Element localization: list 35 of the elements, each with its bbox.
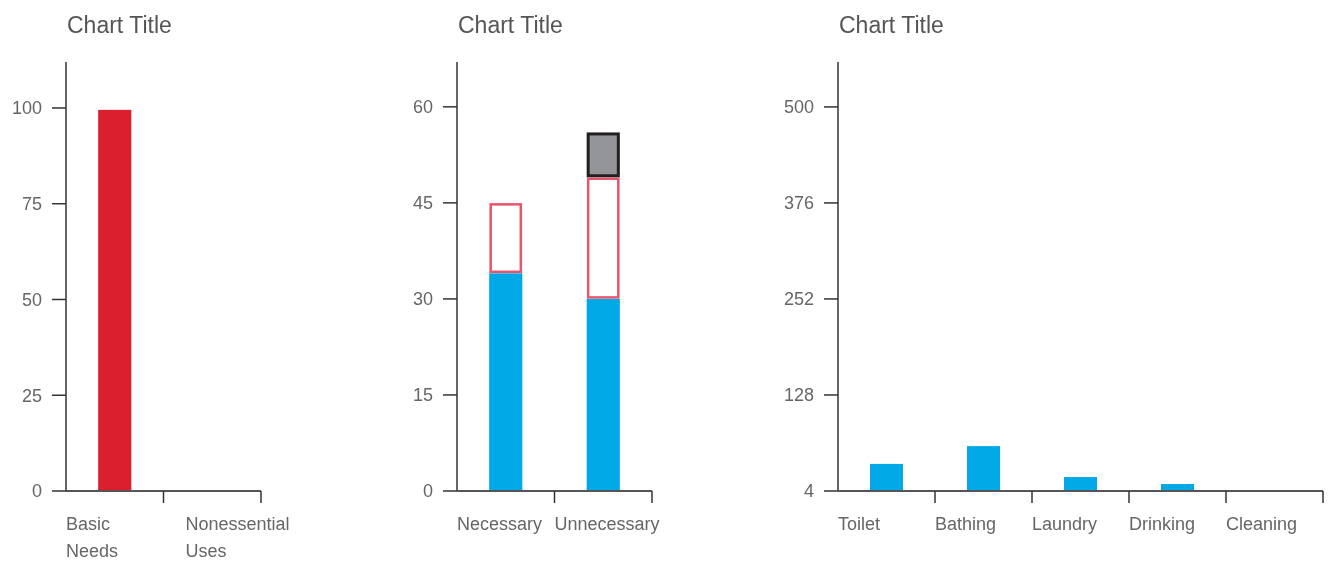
chart-title: Chart Title	[839, 12, 944, 38]
bar	[489, 203, 523, 274]
y-tick-label: 0	[422, 481, 433, 502]
y-tick-label: 45	[412, 193, 433, 214]
bar	[586, 177, 620, 299]
y-tick-label: 252	[783, 289, 814, 310]
y-tick-label: 0	[31, 481, 42, 502]
x-tick-label: Bathing	[935, 514, 997, 534]
bar	[586, 132, 620, 178]
y-tick-label: 50	[21, 289, 42, 310]
bar	[489, 273, 523, 491]
y-tick-label: 15	[412, 385, 433, 406]
x-tick-label: Cleaning	[1226, 514, 1298, 534]
y-tick-label: 75	[21, 194, 42, 215]
x-tick-label: Necessary	[457, 514, 543, 534]
bar	[1064, 477, 1097, 491]
chart-title: Chart Title	[458, 12, 563, 38]
x-tick-label: Drinking	[1129, 514, 1196, 534]
y-tick-label: 25	[21, 385, 42, 406]
chart-title: Chart Title	[67, 12, 172, 38]
bar	[586, 298, 620, 491]
y-tick-label: 500	[783, 97, 814, 118]
x-tick-label: Unnecessary	[554, 514, 660, 534]
y-tick-label: 30	[412, 289, 433, 310]
y-tick-label: 128	[783, 385, 814, 406]
x-tick-label: Nonessential Uses	[185, 514, 290, 561]
x-tick-label: Basic Needs	[66, 514, 119, 561]
x-tick-label: Laundry	[1032, 514, 1098, 534]
x-tick-label: Toilet	[838, 514, 881, 534]
bar	[967, 446, 1000, 491]
y-tick-label: 4	[803, 481, 814, 502]
y-tick-label: 60	[412, 97, 433, 118]
bar	[870, 463, 903, 491]
y-tick-label: 100	[11, 98, 42, 119]
y-tick-label: 376	[783, 193, 814, 214]
